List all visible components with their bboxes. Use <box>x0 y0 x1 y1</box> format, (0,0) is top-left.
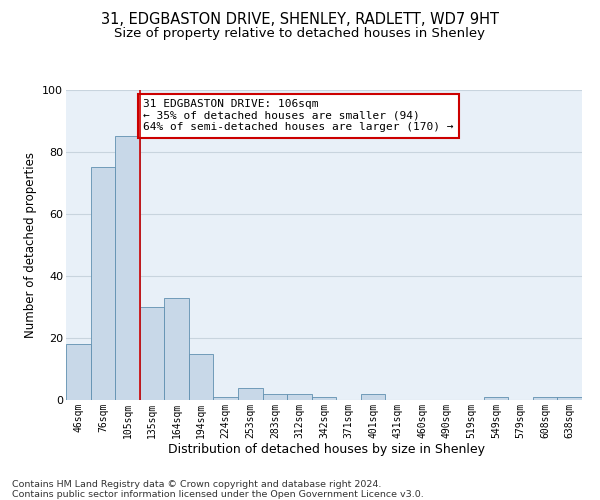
Text: Contains HM Land Registry data © Crown copyright and database right 2024.
Contai: Contains HM Land Registry data © Crown c… <box>12 480 424 500</box>
Bar <box>214 397 238 400</box>
Bar <box>91 168 115 400</box>
Text: Distribution of detached houses by size in Shenley: Distribution of detached houses by size … <box>169 442 485 456</box>
Text: 31 EDGBASTON DRIVE: 106sqm
← 35% of detached houses are smaller (94)
64% of semi: 31 EDGBASTON DRIVE: 106sqm ← 35% of deta… <box>143 100 454 132</box>
Text: 31, EDGBASTON DRIVE, SHENLEY, RADLETT, WD7 9HT: 31, EDGBASTON DRIVE, SHENLEY, RADLETT, W… <box>101 12 499 28</box>
Bar <box>312 397 336 400</box>
Bar <box>189 354 214 400</box>
Bar <box>238 388 263 400</box>
Bar <box>557 397 582 400</box>
Bar <box>66 344 91 400</box>
Bar <box>140 307 164 400</box>
Y-axis label: Number of detached properties: Number of detached properties <box>23 152 37 338</box>
Bar <box>263 394 287 400</box>
Bar <box>287 394 312 400</box>
Bar <box>164 298 189 400</box>
Bar <box>533 397 557 400</box>
Bar <box>361 394 385 400</box>
Bar <box>115 136 140 400</box>
Text: Size of property relative to detached houses in Shenley: Size of property relative to detached ho… <box>115 28 485 40</box>
Bar <box>484 397 508 400</box>
